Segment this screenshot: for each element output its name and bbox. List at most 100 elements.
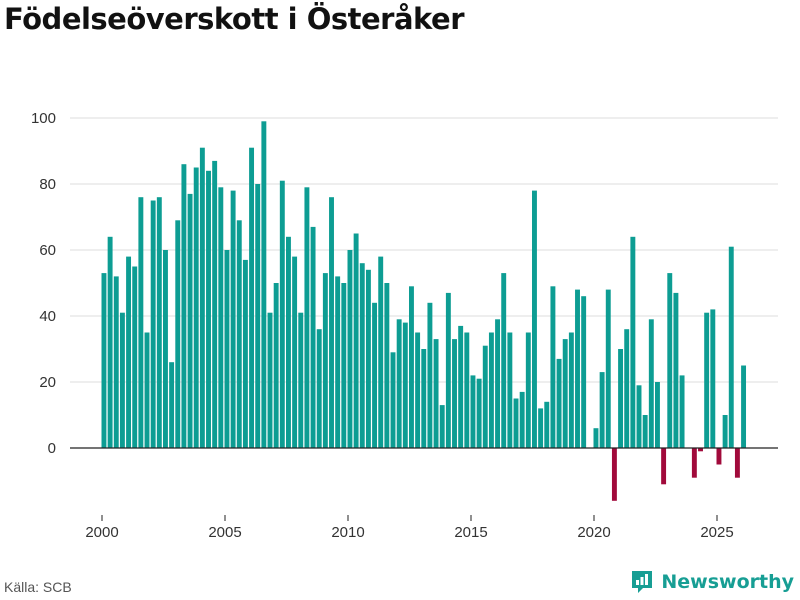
bar-chart: 0 20 40 60 80 100 2000 2005 2010 2015 2020 2025 (31, 110, 778, 541)
bar-38 (335, 276, 341, 448)
bar-30 (286, 236, 291, 448)
bar-47 (390, 352, 396, 448)
bar-51 (415, 332, 421, 448)
bar-53 (427, 302, 433, 448)
chart-title: Födelseöverskott i Österåker (4, 2, 465, 36)
bar-93 (673, 292, 679, 448)
bar-37 (329, 197, 334, 448)
bar-3 (119, 312, 125, 448)
x-tick-label-2005: 2005 (208, 524, 241, 541)
bar-52 (421, 349, 427, 448)
bar-16 (199, 147, 205, 448)
y-tick-label-40: 40 (39, 308, 56, 325)
bar-104 (741, 365, 747, 448)
bar-32 (298, 312, 304, 448)
bar-59 (464, 332, 470, 448)
bar-101 (722, 415, 728, 448)
bar-84 (618, 349, 624, 448)
bar-11 (169, 362, 175, 448)
brand-logo: Newsworthy (629, 568, 794, 596)
bar-1 (107, 236, 113, 448)
bar-103 (734, 448, 740, 478)
bar-76 (568, 332, 574, 448)
bar-64 (495, 319, 501, 448)
bar-36 (322, 273, 328, 448)
bar-34 (310, 226, 316, 448)
bar-46 (384, 283, 390, 448)
bar-28 (273, 283, 279, 448)
bar-27 (267, 312, 273, 448)
x-tick-label-2015: 2015 (454, 524, 487, 541)
bar-55 (439, 405, 445, 448)
bar-2 (113, 276, 119, 448)
bar-77 (575, 289, 580, 448)
bar-17 (206, 170, 211, 449)
newsworthy-logo-icon (632, 571, 653, 593)
bar-45 (378, 256, 384, 448)
y-tick-label-0: 0 (48, 440, 56, 457)
bar-73 (550, 286, 556, 448)
bar-88 (642, 415, 648, 448)
bar-20 (224, 250, 230, 448)
bar-5 (132, 266, 138, 448)
x-tick-label-2025: 2025 (700, 524, 733, 541)
bar-13 (181, 164, 187, 448)
bar-85 (624, 329, 630, 448)
bar-90 (655, 382, 660, 448)
bar-67 (513, 398, 519, 448)
bar-9 (156, 197, 162, 448)
axes: 0 20 40 60 80 100 2000 2005 2010 2015 2020 2025 (31, 110, 778, 541)
bar-33 (304, 187, 310, 449)
x-tick-label-2000: 2000 (85, 524, 118, 541)
bar-83 (611, 448, 617, 501)
bar-24 (249, 147, 255, 448)
x-tick-label-2010: 2010 (331, 524, 364, 541)
bar-94 (679, 375, 685, 448)
bars (101, 121, 747, 501)
bar-61 (476, 378, 482, 448)
bar-60 (470, 375, 476, 448)
bar-78 (581, 296, 587, 448)
bar-21 (230, 190, 236, 448)
bar-87 (636, 385, 642, 448)
bar-69 (525, 332, 531, 448)
bar-26 (261, 121, 267, 449)
bar-81 (599, 372, 605, 448)
bar-22 (236, 220, 242, 448)
bar-23 (242, 259, 248, 448)
bar-72 (544, 401, 550, 448)
bar-10 (163, 250, 168, 448)
bar-58 (458, 325, 464, 448)
bar-44 (372, 302, 378, 448)
bar-74 (556, 358, 562, 448)
bar-100 (716, 448, 722, 465)
source-note: Källa: SCB (4, 579, 72, 595)
bar-50 (409, 286, 414, 448)
bar-56 (445, 292, 451, 448)
bar-4 (126, 256, 132, 448)
x-tick-label-2020: 2020 (577, 524, 610, 541)
bar-80 (593, 428, 599, 448)
bar-43 (365, 269, 371, 448)
bar-71 (538, 408, 544, 448)
bar-7 (144, 332, 150, 448)
bar-63 (488, 332, 494, 448)
bar-91 (661, 448, 667, 485)
bar-42 (359, 263, 365, 448)
bar-25 (255, 184, 261, 448)
bar-97 (698, 448, 703, 452)
bar-65 (501, 273, 507, 448)
bar-29 (279, 180, 285, 448)
bar-68 (519, 391, 525, 448)
bar-49 (402, 322, 408, 448)
bar-0 (101, 273, 107, 448)
bar-86 (630, 236, 636, 448)
bar-12 (175, 220, 181, 448)
bar-48 (396, 319, 402, 448)
bar-14 (187, 193, 193, 448)
y-tick-label-20: 20 (39, 374, 56, 391)
bar-92 (667, 273, 673, 448)
bar-102 (728, 246, 734, 448)
bar-35 (316, 329, 322, 448)
bar-40 (347, 250, 353, 448)
